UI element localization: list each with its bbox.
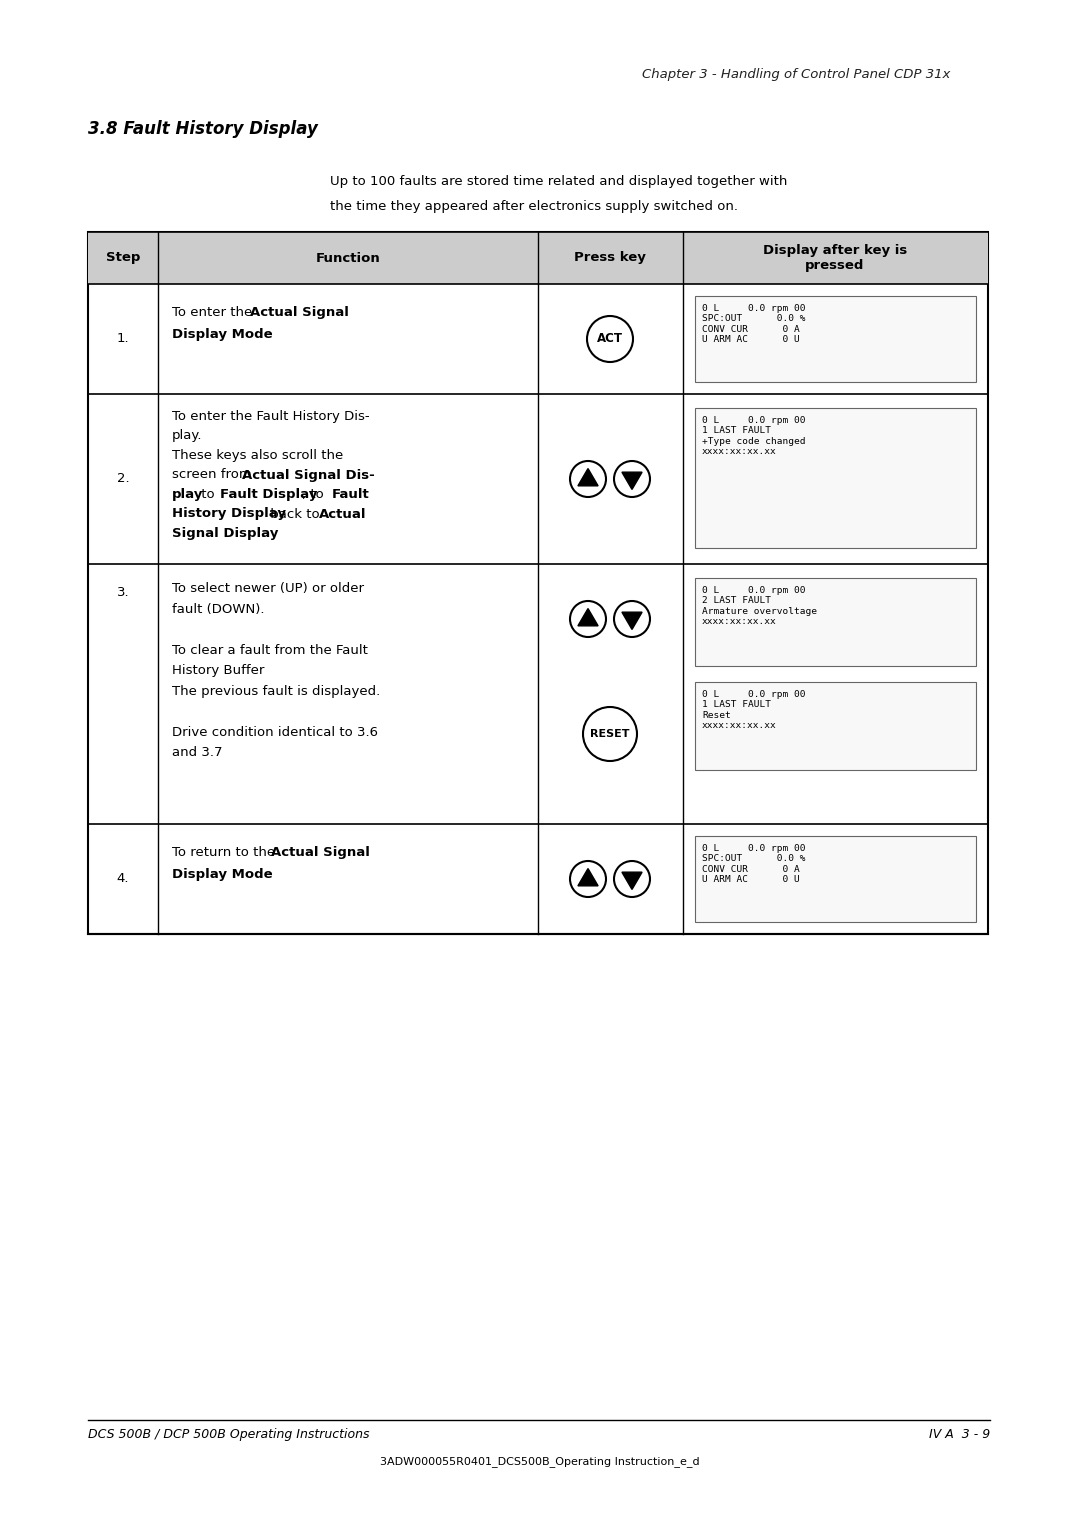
Text: Actual Signal: Actual Signal <box>271 847 369 859</box>
Bar <box>696 836 976 921</box>
Polygon shape <box>578 608 598 626</box>
Text: Signal Display: Signal Display <box>172 527 279 539</box>
Circle shape <box>588 316 633 362</box>
Text: Actual Signal Dis-: Actual Signal Dis- <box>242 469 375 481</box>
Text: and 3.7: and 3.7 <box>172 746 222 759</box>
Text: 4.: 4. <box>117 872 130 886</box>
Circle shape <box>615 461 650 497</box>
Text: History Display: History Display <box>172 507 286 521</box>
Text: Actual: Actual <box>319 507 366 521</box>
Polygon shape <box>622 872 643 889</box>
Text: 3ADW000055R0401_DCS500B_Operating Instruction_e_d: 3ADW000055R0401_DCS500B_Operating Instru… <box>380 1456 700 1467</box>
Bar <box>696 296 976 382</box>
Text: ACT: ACT <box>597 333 623 345</box>
Text: 2.: 2. <box>117 472 130 486</box>
Text: To select newer (UP) or older: To select newer (UP) or older <box>172 582 364 594</box>
Text: Display Mode: Display Mode <box>172 868 272 882</box>
Text: To enter the Fault History Dis-: To enter the Fault History Dis- <box>172 410 369 423</box>
Circle shape <box>570 601 606 637</box>
Text: To return to the: To return to the <box>172 847 280 859</box>
Text: 0 L     0.0 rpm 00
2 LAST FAULT
Armature overvoltage
xxxx:xx:xx.xx: 0 L 0.0 rpm 00 2 LAST FAULT Armature ove… <box>702 587 816 626</box>
Text: Display after key is
pressed: Display after key is pressed <box>762 244 907 272</box>
Bar <box>696 408 976 549</box>
Text: Drive condition identical to 3.6: Drive condition identical to 3.6 <box>172 726 378 738</box>
Polygon shape <box>578 868 598 886</box>
Text: These keys also scroll the: These keys also scroll the <box>172 449 343 461</box>
Text: play.: play. <box>172 429 203 443</box>
Text: the time they appeared after electronics supply switched on.: the time they appeared after electronics… <box>330 200 738 212</box>
Text: 3.8 Fault History Display: 3.8 Fault History Display <box>87 121 318 138</box>
Text: .: . <box>260 527 265 539</box>
Text: 0 L     0.0 rpm 00
1 LAST FAULT
+Type code changed
xxxx:xx:xx.xx: 0 L 0.0 rpm 00 1 LAST FAULT +Type code c… <box>702 416 806 457</box>
Circle shape <box>615 601 650 637</box>
Text: IV A  3 - 9: IV A 3 - 9 <box>929 1429 990 1441</box>
Bar <box>696 578 976 666</box>
Text: fault (DOWN).: fault (DOWN). <box>172 602 265 616</box>
Text: 0 L     0.0 rpm 00
SPC:OUT      0.0 %
CONV CUR      0 A
U ARM AC      0 U: 0 L 0.0 rpm 00 SPC:OUT 0.0 % CONV CUR 0 … <box>702 304 806 344</box>
Text: , to: , to <box>302 487 328 501</box>
Text: Fault Display: Fault Display <box>220 487 318 501</box>
Text: History Buffer: History Buffer <box>172 665 265 677</box>
Bar <box>87 232 988 284</box>
Text: To clear a fault from the Fault: To clear a fault from the Fault <box>172 643 368 657</box>
Bar <box>87 232 988 934</box>
Circle shape <box>615 860 650 897</box>
Text: To enter the: To enter the <box>172 306 257 319</box>
Text: The previous fault is displayed.: The previous fault is displayed. <box>172 685 380 697</box>
Text: 0 L     0.0 rpm 00
1 LAST FAULT
Reset
xxxx:xx:xx.xx: 0 L 0.0 rpm 00 1 LAST FAULT Reset xxxx:x… <box>702 691 806 730</box>
Text: play: play <box>172 487 203 501</box>
Circle shape <box>570 461 606 497</box>
Circle shape <box>570 860 606 897</box>
Text: Up to 100 faults are stored time related and displayed together with: Up to 100 faults are stored time related… <box>330 176 787 188</box>
Text: screen from: screen from <box>172 469 256 481</box>
Text: Display Mode: Display Mode <box>172 329 272 341</box>
Circle shape <box>583 707 637 761</box>
Polygon shape <box>622 613 643 630</box>
Polygon shape <box>622 472 643 489</box>
Text: .: . <box>247 868 252 882</box>
Text: 0 L     0.0 rpm 00
SPC:OUT      0.0 %
CONV CUR      0 A
U ARM AC      0 U: 0 L 0.0 rpm 00 SPC:OUT 0.0 % CONV CUR 0 … <box>702 843 806 885</box>
Text: back to: back to <box>267 507 324 521</box>
Text: Fault: Fault <box>332 487 369 501</box>
Text: Function: Function <box>315 252 380 264</box>
Text: RESET: RESET <box>591 729 630 740</box>
Bar <box>696 681 976 770</box>
Text: Chapter 3 - Handling of Control Panel CDP 31x: Chapter 3 - Handling of Control Panel CD… <box>642 69 950 81</box>
Polygon shape <box>578 469 598 486</box>
Text: 3.: 3. <box>117 587 130 599</box>
Text: Press key: Press key <box>575 252 646 264</box>
Text: DCS 500B / DCP 500B Operating Instructions: DCS 500B / DCP 500B Operating Instructio… <box>87 1429 369 1441</box>
Text: Actual Signal: Actual Signal <box>249 306 349 319</box>
Text: to: to <box>198 487 219 501</box>
Text: Step: Step <box>106 252 140 264</box>
Text: 1.: 1. <box>117 333 130 345</box>
